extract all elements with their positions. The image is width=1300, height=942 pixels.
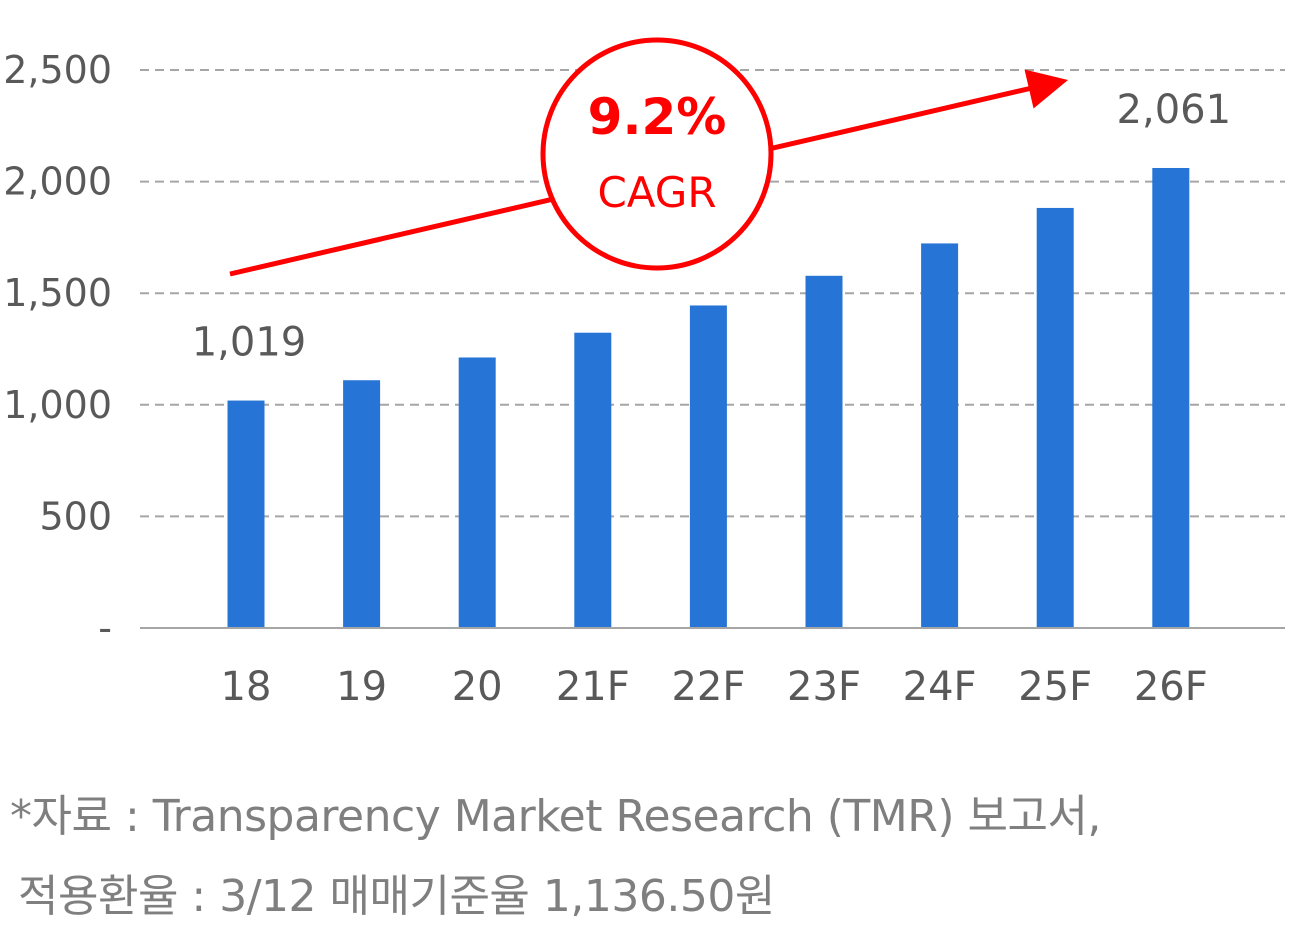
bar-chart: - 500 1,000 1,500 2,000 2,500 18 19 20 21F 22F 23F… bbox=[3, 37, 1285, 710]
data-label: 1,019 bbox=[192, 320, 307, 366]
bar-21F bbox=[574, 332, 612, 628]
y-tick-label: 2,000 bbox=[3, 160, 112, 204]
x-tick-label: 24F bbox=[903, 664, 977, 710]
x-tick-label: 18 bbox=[221, 664, 272, 710]
bar-26F bbox=[1152, 167, 1190, 628]
x-tick-label: 22F bbox=[671, 664, 745, 710]
x-tick-label: 25F bbox=[1018, 664, 1092, 710]
y-tick-label: 500 bbox=[39, 494, 112, 538]
cagr-label: CAGR bbox=[597, 168, 716, 217]
y-tick-label: - bbox=[98, 606, 112, 650]
y-tick-label: 1,000 bbox=[3, 383, 112, 427]
bar-20 bbox=[458, 357, 496, 628]
cagr-arrow-head bbox=[1024, 69, 1068, 109]
x-tick-label: 20 bbox=[452, 664, 503, 710]
cagr-circle bbox=[540, 37, 774, 271]
x-tick-label: 21F bbox=[556, 664, 630, 710]
bar-24F bbox=[921, 243, 959, 629]
cagr-rate: 9.2% bbox=[588, 88, 727, 146]
y-tick-label: 2,500 bbox=[3, 48, 112, 92]
x-tick-label: 19 bbox=[336, 664, 387, 710]
bar-25F bbox=[1036, 207, 1074, 628]
source-note: *자료 : Transparency Market Research (TMR)… bbox=[10, 791, 1101, 842]
bar-22F bbox=[689, 305, 727, 628]
x-tick-label: 26F bbox=[1134, 664, 1208, 710]
bar-23F bbox=[805, 275, 843, 628]
bars bbox=[227, 167, 1190, 629]
data-labels: 1,019 2,061 bbox=[192, 87, 1231, 366]
x-tick-label: 23F bbox=[787, 664, 861, 710]
y-tick-label: 1,500 bbox=[3, 271, 112, 315]
bar-19 bbox=[343, 380, 381, 628]
data-label: 2,061 bbox=[1117, 87, 1232, 133]
bar-18 bbox=[227, 400, 265, 628]
exchange-rate-note: 적용환율 : 3/12 매매기준율 1,136.50원 bbox=[18, 871, 775, 922]
y-axis-ticks: - 500 1,000 1,500 2,000 2,500 bbox=[3, 48, 112, 650]
cagr-annotation: 9.2% CAGR bbox=[229, 37, 1068, 277]
x-axis-ticks: 18 19 20 21F 22F 23F 24F 25F 26F bbox=[221, 664, 1208, 710]
